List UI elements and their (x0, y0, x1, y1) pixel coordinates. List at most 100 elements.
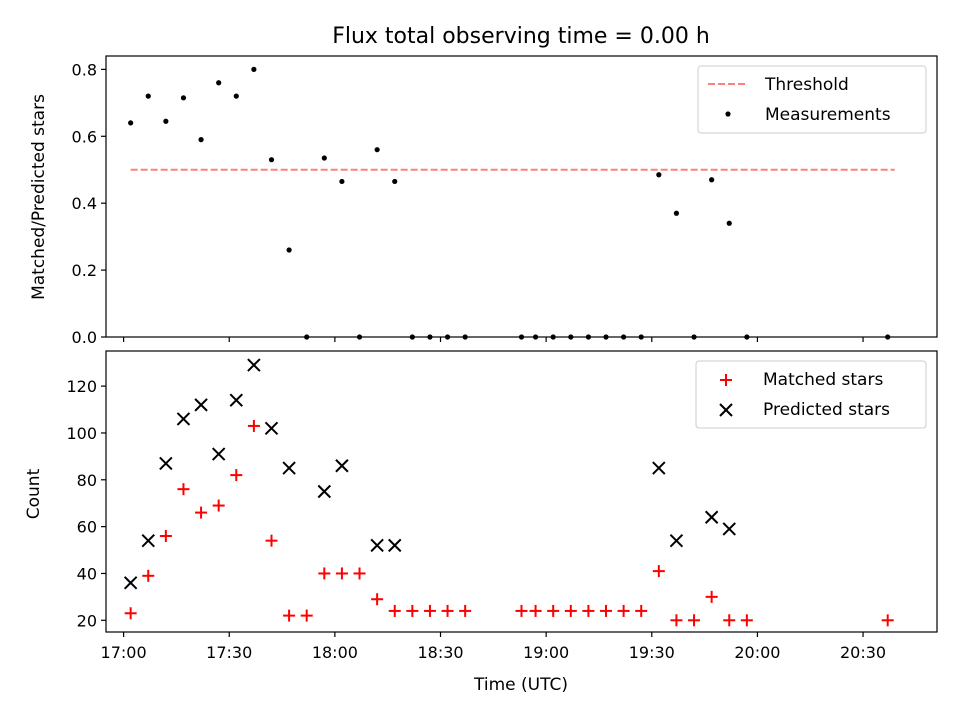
matched-stars-point (195, 506, 208, 519)
measurement-point (691, 334, 697, 340)
predicted-stars-point (370, 538, 384, 553)
measurement-point (268, 157, 275, 163)
matched-stars-point (670, 614, 683, 627)
matched-stars-point (212, 499, 225, 512)
y-tick-label: 0.4 (72, 194, 97, 213)
measurement-point (286, 247, 292, 253)
matched-stars-point (740, 614, 753, 627)
matched-stars-point (283, 609, 296, 622)
measurement-point (885, 334, 891, 340)
matched-stars-point (388, 604, 401, 617)
bottom-plot-area (105, 350, 938, 633)
bottom-x-ticks: 17:00 17:30 18:00 18:30 19:00 19:30 20:00 20:30 (101, 632, 886, 662)
matched-stars-point (635, 604, 648, 617)
measurement-point (673, 210, 680, 216)
measurement-point (321, 155, 327, 161)
legend-predicted-swatch (719, 403, 733, 417)
measurement-point (409, 334, 415, 340)
measurement-point (180, 95, 187, 101)
y-tick-label: 100 (66, 424, 97, 443)
y-tick-label: 0.0 (72, 328, 97, 347)
bottom-legend-box (695, 360, 927, 429)
legend-threshold-label: Threshold (764, 75, 849, 95)
legend-measurements-swatch (725, 111, 731, 117)
matched-stars-point (423, 604, 436, 617)
measurement-point (304, 334, 310, 340)
matched-stars-point (371, 593, 384, 606)
predicted-stars-point (282, 461, 296, 475)
measurement-point (163, 118, 169, 124)
bottom-data-marks (123, 358, 894, 627)
predicted-stars-point (388, 538, 402, 553)
bottom-panel: 20 40 60 80 100 120 17:00 17:30 18:00 18:30 19:00… (24, 350, 938, 695)
matched-stars-point (406, 604, 419, 617)
top-legend-box (697, 65, 927, 134)
matched-stars-point (688, 614, 701, 627)
chart-title: Flux total observing time = 0.00 h (332, 24, 710, 49)
matched-stars-point (177, 483, 190, 496)
matched-stars-point (247, 419, 260, 432)
measurement-point (374, 147, 380, 153)
x-tick-label: 17:30 (206, 643, 252, 662)
matched-stars-point (564, 604, 577, 617)
matched-stars-point (459, 604, 472, 617)
top-y-axis-label: Matched/Predicted stars (29, 94, 49, 300)
matched-stars-point (515, 604, 528, 617)
matched-stars-point (582, 604, 595, 617)
x-axis-label: Time (UTC) (473, 675, 568, 695)
measurement-point (550, 334, 556, 340)
matched-stars-point (142, 569, 155, 582)
y-tick-label: 0.6 (72, 127, 97, 146)
measurement-point (638, 334, 644, 340)
measurement-point (216, 80, 222, 86)
measurement-point (339, 178, 345, 185)
predicted-stars-point (264, 421, 279, 435)
predicted-stars-point (335, 459, 349, 473)
legend-predicted-label: Predicted stars (763, 400, 890, 420)
measurement-point (726, 220, 732, 226)
measurement-point (356, 334, 363, 340)
matched-stars-point (441, 604, 454, 617)
measurement-point (251, 66, 257, 72)
measurement-point (128, 120, 134, 126)
bottom-y-ticks: 20 40 60 80 100 120 (66, 377, 106, 630)
measurement-point (656, 172, 662, 178)
top-x-ticks (123, 337, 864, 342)
matched-stars-point (547, 604, 560, 617)
measurement-point (518, 334, 525, 340)
x-tick-label: 18:30 (417, 643, 463, 662)
measurement-point (603, 334, 609, 340)
predicted-stars-point (141, 533, 155, 548)
measurement-point (392, 178, 398, 185)
measurement-point (709, 177, 715, 183)
legend-matched-swatch (720, 374, 732, 386)
matched-stars-point (124, 607, 137, 620)
x-tick-label: 19:30 (629, 643, 675, 662)
legend-matched-label: Matched stars (763, 370, 883, 390)
x-tick-label: 20:30 (840, 643, 886, 662)
predicted-stars-point (669, 533, 684, 548)
predicted-stars-point (176, 412, 191, 426)
y-tick-label: 0.8 (72, 60, 97, 79)
matched-stars-point (300, 609, 313, 622)
top-panel: 0.00.20.40.60.8 Matched/Predicted stars … (29, 55, 938, 347)
measurement-point (568, 334, 574, 340)
y-tick-label: 40 (77, 564, 97, 583)
legend-measurements-label: Measurements (765, 105, 891, 125)
measurement-point (233, 93, 239, 99)
matched-stars-point (881, 614, 894, 627)
measurement-point (532, 334, 539, 340)
matched-stars-point (705, 590, 718, 603)
measurement-point (444, 334, 451, 340)
predicted-stars-point (704, 510, 719, 524)
predicted-stars-point (229, 393, 243, 407)
predicted-stars-point (194, 398, 208, 412)
x-tick-label: 18:00 (312, 643, 358, 662)
measurement-point (462, 334, 468, 340)
predicted-stars-point (247, 358, 261, 372)
bottom-legend: Matched stars Predicted stars (695, 360, 927, 429)
x-tick-label: 19:00 (523, 643, 569, 662)
measurement-point (145, 93, 151, 99)
predicted-stars-point (159, 456, 173, 471)
